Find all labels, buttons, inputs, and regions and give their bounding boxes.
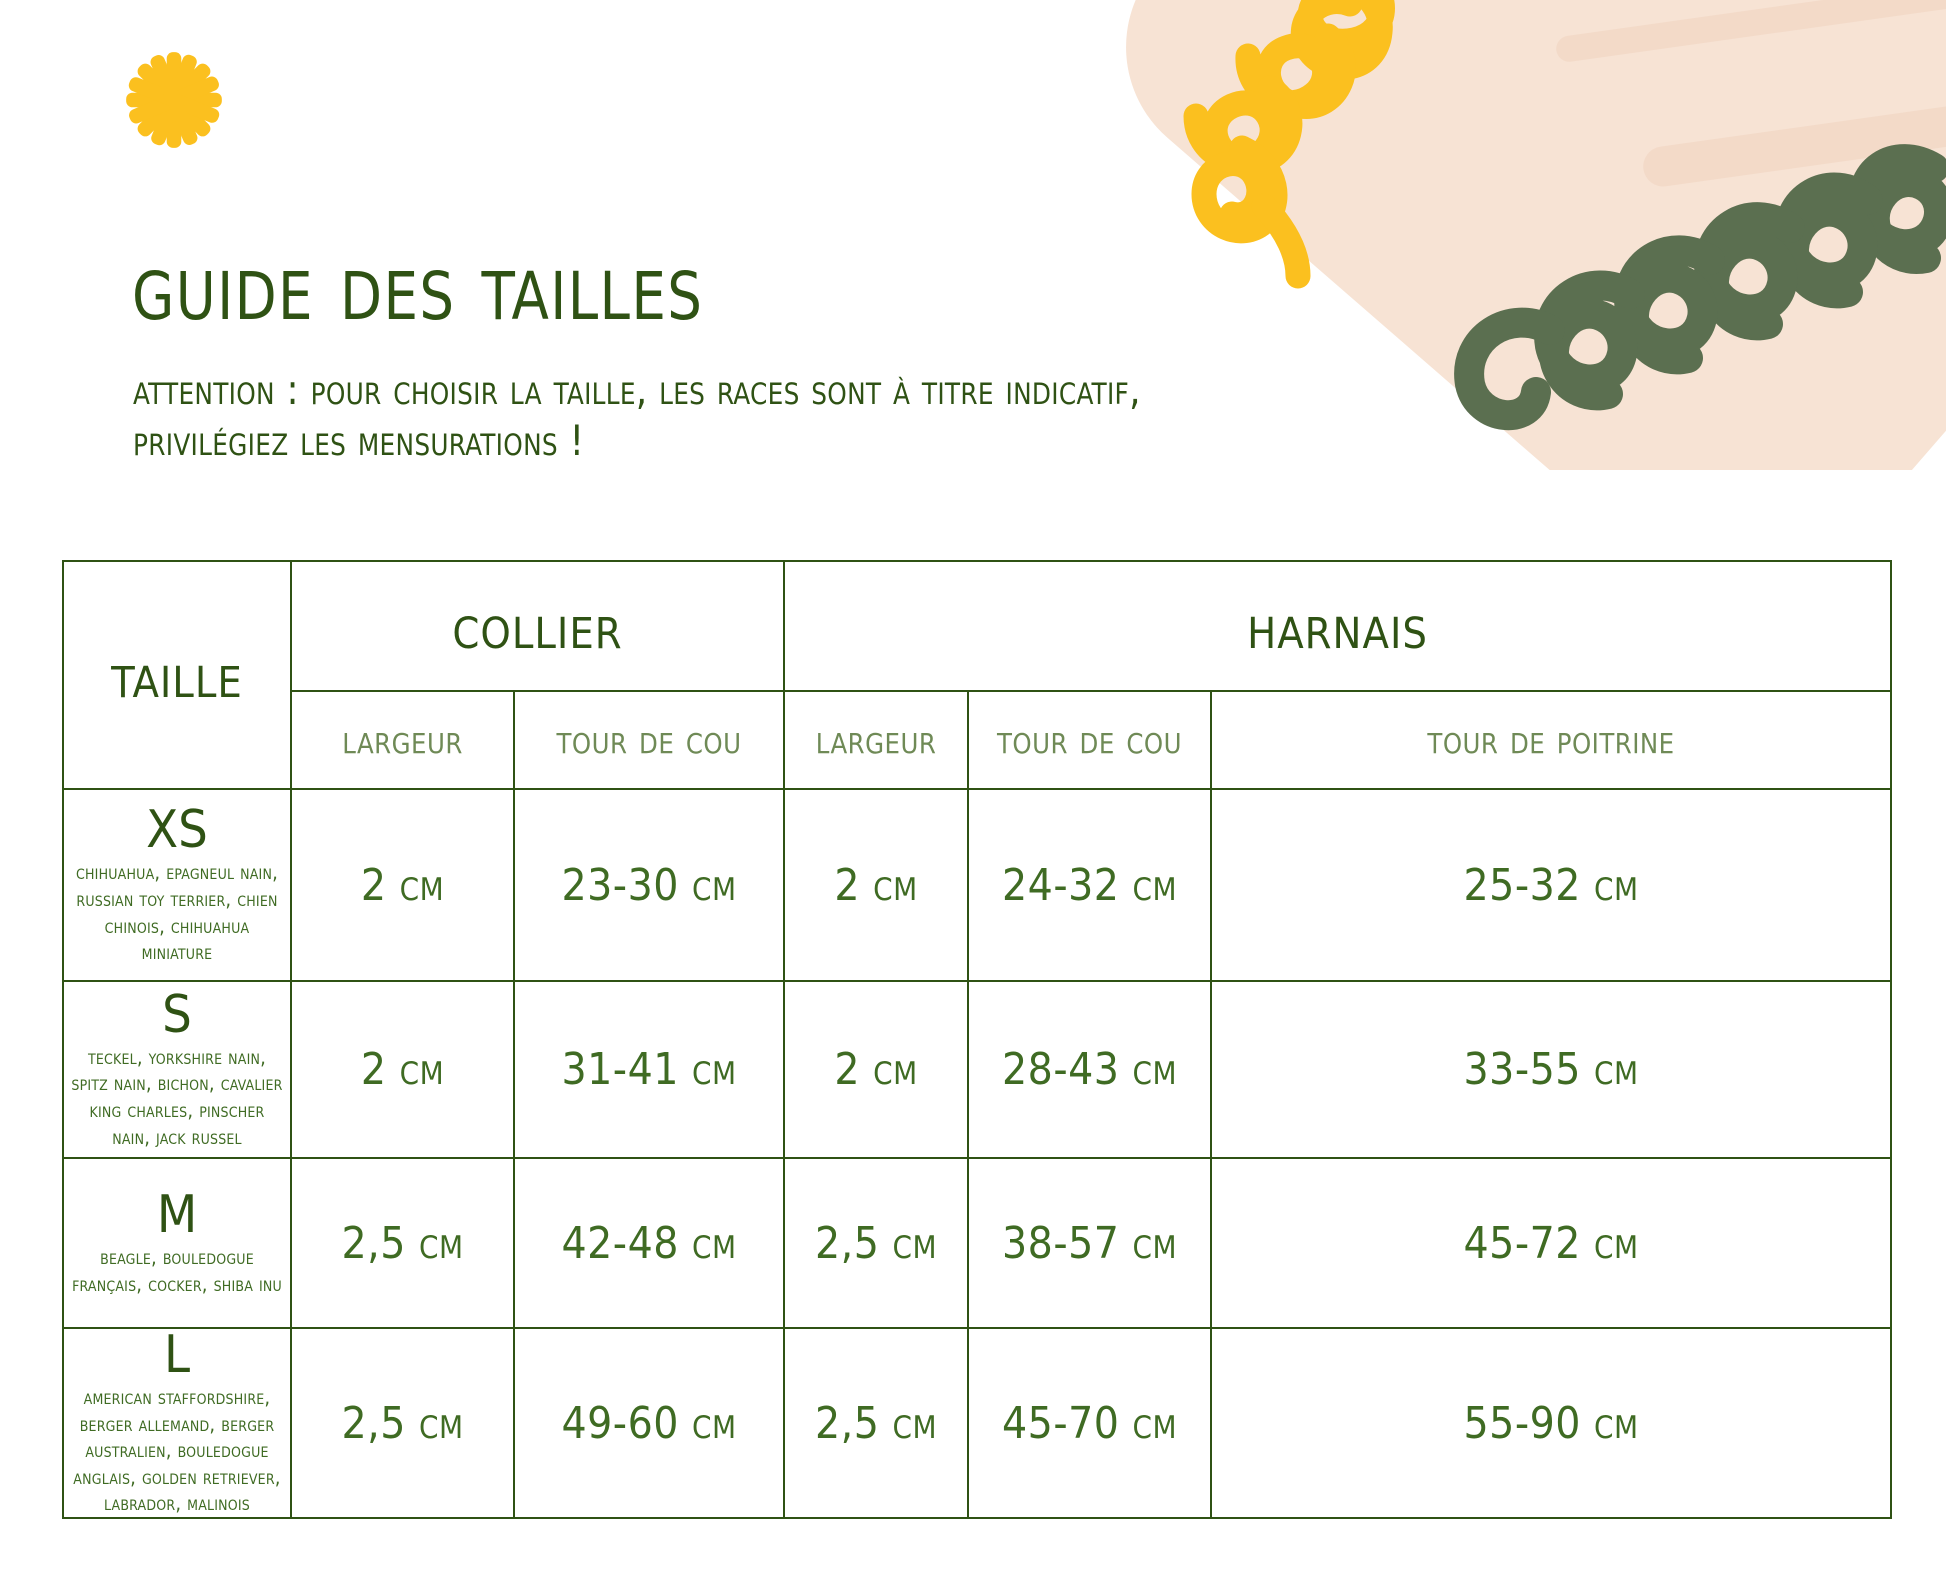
cell-collier-tour-de-cou: 23-30 cm <box>512 788 786 982</box>
cell-harnais-tour-de-cou: 28-43 cm <box>967 980 1213 1159</box>
size-guide-table: Taille Collier Harnais Largeur Tour de c… <box>62 560 1893 1519</box>
cell-harnais-tour-de-poitrine: 25-32 cm <box>1210 788 1893 982</box>
size-breeds: American Staffordshire, Berger allemand,… <box>73 1385 281 1516</box>
cell-collier-largeur: 2,5 cm <box>290 1327 515 1519</box>
size-breeds: Chihuahua, Epagneul nain, Russian Toy Te… <box>75 860 279 965</box>
size-breeds: Teckel, Yorkshire nain, Spitz nain, Bich… <box>71 1044 283 1149</box>
size-cell-xs: XS Chihuahua, Epagneul nain, Russian Toy… <box>62 788 292 982</box>
header-harnais: Harnais <box>783 560 1893 692</box>
yellow-spiral-icon <box>1183 0 1395 289</box>
header-collier-tour-de-cou: Tour de cou <box>517 690 781 790</box>
cell-harnais-tour-de-cou: 24-32 cm <box>967 788 1213 982</box>
table-group-header-row: Taille Collier Harnais <box>62 560 1893 790</box>
size-letter: M <box>156 1184 198 1245</box>
cell-collier-largeur: 2 cm <box>290 980 515 1159</box>
cell-harnais-tour-de-poitrine: 45-72 cm <box>1210 1157 1893 1329</box>
size-breeds: Beagle, Bouledogue français, Cocker, Shi… <box>72 1244 282 1296</box>
size-letter: S <box>162 984 192 1045</box>
header-collier: Collier <box>289 560 786 692</box>
table-row: L American Staffordshire, Berger alleman… <box>62 1325 1893 1519</box>
table-sub-header-row: Largeur Tour de cou Largeur Tour de cou … <box>63 690 1891 790</box>
page-title: Guide des Tailles <box>132 232 704 342</box>
cell-collier-largeur: 2,5 cm <box>290 1157 515 1329</box>
header-harnais-tour-de-poitrine: Tour de Poitrine <box>1220 690 1882 790</box>
size-cell-m: M Beagle, Bouledogue français, Cocker, S… <box>62 1157 292 1329</box>
green-spiral-icon <box>1454 144 1946 430</box>
cell-harnais-tour-de-cou: 45-70 cm <box>967 1327 1213 1519</box>
cell-collier-largeur: 2 cm <box>290 788 515 982</box>
cell-harnais-largeur: 2,5 cm <box>783 1327 970 1519</box>
page-subtitle: Attention : Pour choisir la taille, les … <box>133 365 1141 466</box>
cell-harnais-tour-de-poitrine: 33-55 cm <box>1210 980 1893 1159</box>
blob-stripe <box>1640 60 1946 190</box>
size-letter: XS <box>146 800 208 861</box>
header-harnais-tour-de-cou: Tour de cou <box>970 690 1209 790</box>
cell-harnais-tour-de-cou: 38-57 cm <box>967 1157 1213 1329</box>
cell-collier-tour-de-cou: 31-41 cm <box>512 980 786 1159</box>
cell-harnais-tour-de-poitrine: 55-90 cm <box>1210 1327 1893 1519</box>
size-letter: L <box>163 1325 191 1385</box>
header-collier-largeur: Largeur <box>293 690 512 790</box>
table-row: S Teckel, Yorkshire nain, Spitz nain, Bi… <box>62 980 1893 1159</box>
beige-blob-shape <box>1076 0 1946 470</box>
cell-harnais-largeur: 2,5 cm <box>783 1157 970 1329</box>
size-cell-l: L American Staffordshire, Berger alleman… <box>62 1325 292 1519</box>
cell-collier-tour-de-cou: 49-60 cm <box>512 1327 786 1519</box>
cell-harnais-largeur: 2 cm <box>783 788 970 982</box>
table-row: M Beagle, Bouledogue français, Cocker, S… <box>62 1157 1893 1329</box>
header-taille: Taille <box>62 560 292 790</box>
cell-collier-tour-de-cou: 42-48 cm <box>512 1157 786 1329</box>
blob-stripe <box>1554 0 1946 64</box>
cell-harnais-largeur: 2 cm <box>783 980 970 1159</box>
size-cell-s: S Teckel, Yorkshire nain, Spitz nain, Bi… <box>62 980 292 1159</box>
size-guide-table-container: Taille Collier Harnais Largeur Tour de c… <box>62 560 1893 1519</box>
table-row: XS Chihuahua, Epagneul nain, Russian Toy… <box>62 788 1893 982</box>
asterisk-flower-icon <box>126 52 222 148</box>
header-harnais-largeur: Largeur <box>785 690 967 790</box>
